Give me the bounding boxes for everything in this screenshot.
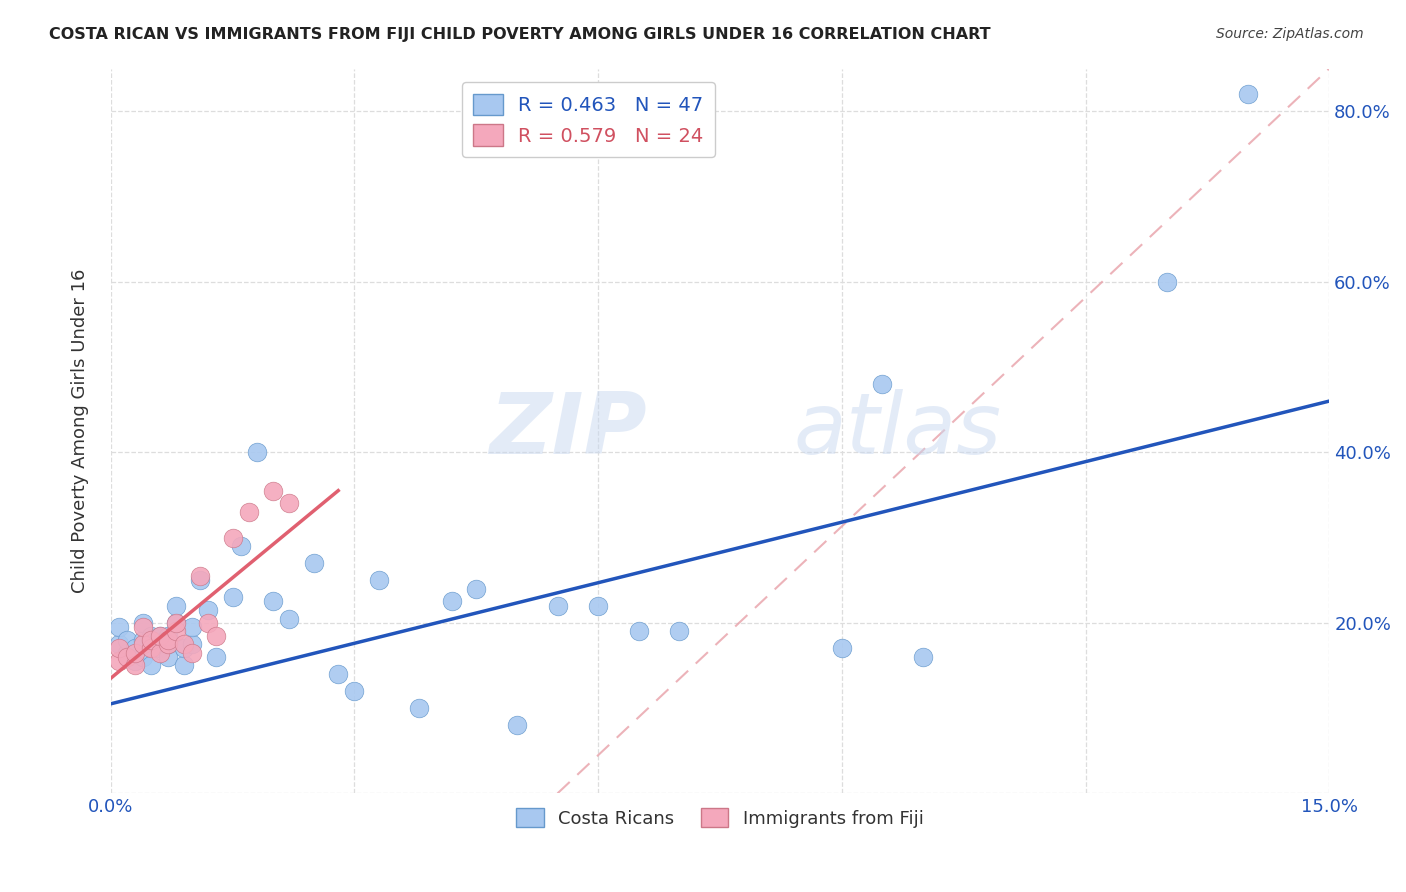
Point (229, 539, 252, 553)
Point (872, 377, 894, 392)
Point (132, 649, 155, 664)
Point (262, 483, 284, 498)
Point (197, 603, 219, 617)
Point (156, 649, 179, 664)
Point (148, 646, 170, 660)
Text: atlas: atlas (793, 390, 1001, 473)
Point (148, 629, 170, 643)
Point (188, 569, 211, 583)
Point (156, 637, 179, 651)
Text: COSTA RICAN VS IMMIGRANTS FROM FIJI CHILD POVERTY AMONG GIRLS UNDER 16 CORRELATI: COSTA RICAN VS IMMIGRANTS FROM FIJI CHIL… (49, 27, 991, 42)
Point (148, 641, 170, 656)
Point (1156, 275, 1178, 289)
Point (141, 632, 163, 647)
Point (173, 658, 195, 673)
Point (205, 649, 228, 664)
Legend: Costa Ricans, Immigrants from Fiji: Costa Ricans, Immigrants from Fiji (509, 801, 931, 835)
Point (115, 649, 138, 664)
Point (132, 632, 155, 647)
Point (156, 637, 179, 651)
Point (1237, 87, 1260, 101)
Point (148, 629, 170, 643)
Point (132, 637, 155, 651)
Point (188, 573, 211, 587)
Point (262, 594, 284, 608)
Point (343, 684, 366, 698)
Point (181, 637, 204, 651)
Y-axis label: Child Poverty Among Girls Under 16: Child Poverty Among Girls Under 16 (72, 268, 89, 593)
Point (197, 615, 219, 630)
Point (221, 531, 243, 545)
Point (108, 637, 131, 651)
Point (165, 624, 187, 639)
Point (165, 599, 187, 613)
Text: Source: ZipAtlas.com: Source: ZipAtlas.com (1216, 27, 1364, 41)
Point (132, 615, 155, 630)
Point (912, 649, 935, 664)
Point (124, 654, 146, 668)
Point (278, 611, 301, 625)
Point (108, 654, 131, 668)
Point (141, 641, 163, 656)
Point (156, 632, 179, 647)
Point (141, 658, 163, 673)
Point (181, 620, 204, 634)
Point (108, 641, 131, 656)
Point (367, 573, 389, 587)
Point (627, 624, 650, 639)
Point (181, 646, 204, 660)
Point (141, 629, 163, 643)
Point (108, 620, 131, 634)
Point (115, 632, 138, 647)
Point (124, 658, 146, 673)
Point (440, 594, 463, 608)
Text: ZIP: ZIP (489, 390, 647, 473)
Point (132, 620, 155, 634)
Point (165, 615, 187, 630)
Point (831, 641, 853, 656)
Point (547, 599, 569, 613)
Point (465, 582, 488, 596)
Point (173, 641, 195, 656)
Point (124, 641, 146, 656)
Point (173, 637, 195, 651)
Point (506, 718, 529, 732)
Point (205, 629, 228, 643)
Point (156, 629, 179, 643)
Point (115, 646, 138, 660)
Point (238, 505, 260, 519)
Point (586, 599, 609, 613)
Point (246, 445, 269, 459)
Point (221, 591, 243, 605)
Point (124, 646, 146, 660)
Point (328, 667, 350, 681)
Point (302, 556, 325, 570)
Point (668, 624, 690, 639)
Point (165, 615, 187, 630)
Point (408, 701, 430, 715)
Point (278, 496, 301, 510)
